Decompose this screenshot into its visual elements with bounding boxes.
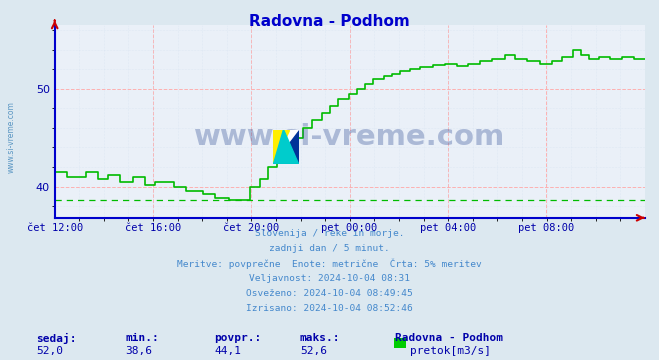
Text: maks.:: maks.: bbox=[300, 333, 340, 343]
Text: Slovenija / reke in morje.: Slovenija / reke in morje. bbox=[255, 229, 404, 238]
Polygon shape bbox=[273, 130, 299, 164]
Text: 38,6: 38,6 bbox=[125, 346, 152, 356]
Text: Izrisano: 2024-10-04 08:52:46: Izrisano: 2024-10-04 08:52:46 bbox=[246, 304, 413, 313]
Polygon shape bbox=[273, 130, 299, 164]
Text: 52,0: 52,0 bbox=[36, 346, 63, 356]
Text: Radovna - Podhom: Radovna - Podhom bbox=[395, 333, 503, 343]
Text: 52,6: 52,6 bbox=[300, 346, 327, 356]
Text: www.si-vreme.com: www.si-vreme.com bbox=[194, 123, 505, 151]
Polygon shape bbox=[273, 130, 289, 164]
Text: www.si-vreme.com: www.si-vreme.com bbox=[7, 101, 16, 173]
Text: povpr.:: povpr.: bbox=[214, 333, 262, 343]
Text: zadnji dan / 5 minut.: zadnji dan / 5 minut. bbox=[269, 244, 390, 253]
Text: pretok[m3/s]: pretok[m3/s] bbox=[410, 346, 491, 356]
Text: Osveženo: 2024-10-04 08:49:45: Osveženo: 2024-10-04 08:49:45 bbox=[246, 289, 413, 298]
Text: Veljavnost: 2024-10-04 08:31: Veljavnost: 2024-10-04 08:31 bbox=[249, 274, 410, 283]
Text: min.:: min.: bbox=[125, 333, 159, 343]
Text: Radovna - Podhom: Radovna - Podhom bbox=[249, 14, 410, 29]
Text: Meritve: povprečne  Enote: metrične  Črta: 5% meritev: Meritve: povprečne Enote: metrične Črta:… bbox=[177, 259, 482, 269]
Text: sedaj:: sedaj: bbox=[36, 333, 76, 344]
Text: 44,1: 44,1 bbox=[214, 346, 241, 356]
